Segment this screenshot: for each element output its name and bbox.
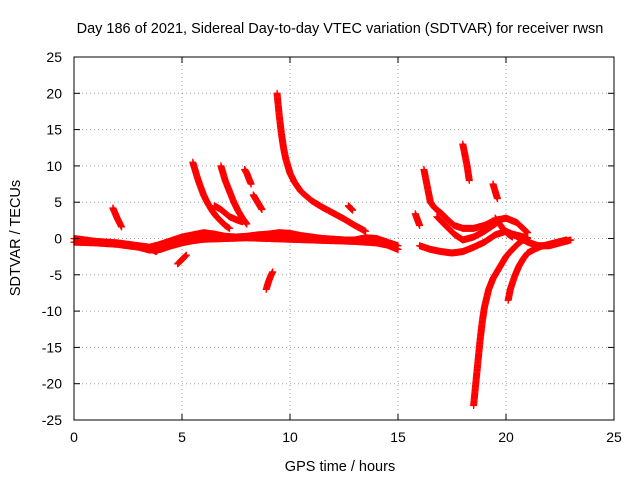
data-point — [362, 227, 370, 235]
series-arc-19 — [504, 236, 570, 304]
series-arc-14 — [459, 140, 473, 184]
series-arc-18 — [470, 235, 532, 409]
series-arc-5 — [249, 191, 266, 213]
data-point — [269, 268, 277, 276]
y-tick-label: -25 — [42, 412, 62, 428]
series-arc-9 — [174, 251, 190, 268]
x-tick-label: 10 — [282, 429, 298, 445]
data-point — [465, 176, 473, 184]
series-arc-1 — [109, 204, 126, 231]
y-tick-label: 5 — [54, 194, 62, 210]
x-axis-label: GPS time / hours — [285, 459, 395, 475]
y-tick-label: 25 — [46, 49, 62, 65]
x-tick-label: 0 — [70, 429, 78, 445]
data-point — [226, 224, 234, 232]
y-tick-label: 15 — [46, 122, 62, 138]
x-tick-label: 25 — [606, 429, 622, 445]
data-point — [243, 220, 251, 228]
y-tick-label: 20 — [46, 85, 62, 101]
data-points — [70, 89, 575, 409]
data-point — [349, 206, 357, 214]
data-point — [524, 234, 532, 242]
series-arc-16 — [491, 214, 516, 241]
series-arc-6 — [210, 202, 246, 226]
data-point — [258, 205, 266, 213]
series-arc-11 — [143, 239, 169, 256]
series-arc-20 — [508, 230, 532, 242]
grid-lines — [74, 57, 614, 420]
data-point — [562, 236, 570, 244]
data-point — [118, 223, 126, 231]
data-point — [182, 251, 190, 259]
data-point — [394, 245, 402, 253]
x-tick-label: 5 — [178, 429, 186, 445]
x-tick-label: 20 — [498, 429, 514, 445]
data-point — [247, 180, 255, 188]
y-tick-label: 10 — [46, 158, 62, 174]
y-tick-label: 0 — [54, 231, 62, 247]
series-baseline-2 — [70, 234, 402, 254]
y-axis-label: SDTVAR / TECUs — [8, 180, 24, 296]
data-point — [238, 218, 246, 226]
y-tick-label: -15 — [42, 339, 62, 355]
x-tick-label: 15 — [390, 429, 406, 445]
axis-ticks: 0 5 10 15 20 25 -25 -20 -15 -10 -5 0 5 10 15 20 25 — [42, 49, 622, 445]
y-tick-label: -10 — [42, 303, 62, 319]
y-tick-label: -20 — [42, 376, 62, 392]
series-arc-7 — [273, 89, 370, 235]
chart-title: Day 186 of 2021, Sidereal Day-to-day VTE… — [77, 21, 604, 37]
series-arc-10 — [262, 268, 277, 293]
series-arc-8 — [344, 202, 357, 214]
data-point — [416, 221, 424, 229]
series-arc-3 — [217, 162, 251, 228]
series-arc-12 — [420, 166, 532, 237]
series-arc-2 — [189, 158, 234, 232]
series-arc-17 — [411, 210, 424, 229]
series-arc-15 — [489, 180, 501, 203]
series-arc-4 — [241, 166, 255, 188]
data-point — [493, 195, 501, 203]
data-point — [161, 239, 169, 247]
y-tick-label: -5 — [50, 267, 63, 283]
